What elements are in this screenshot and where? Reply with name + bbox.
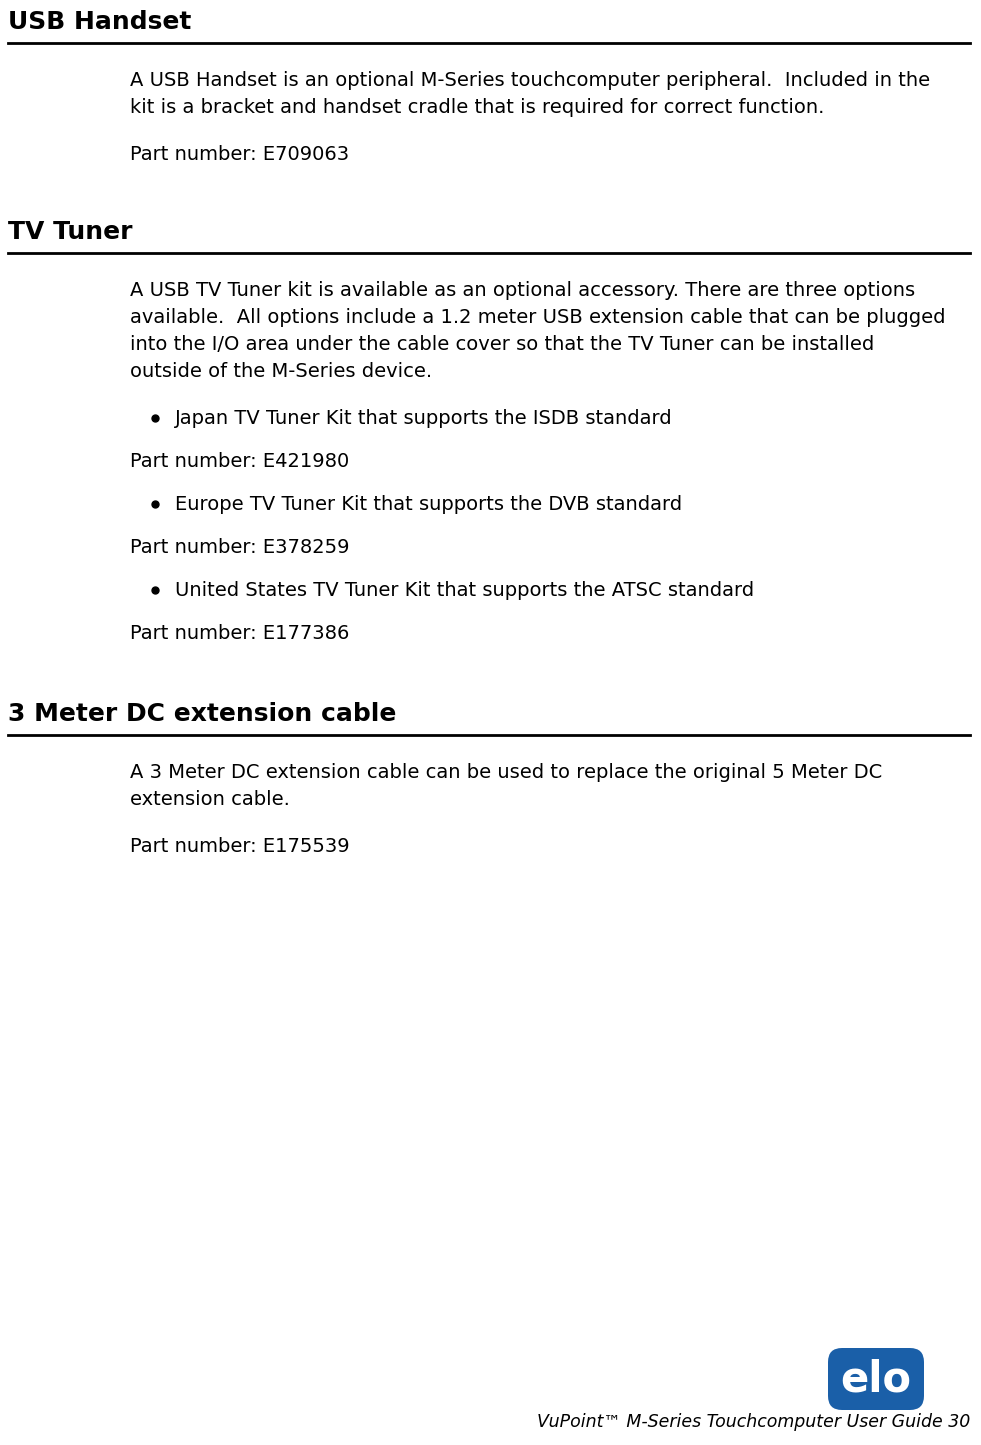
Text: A USB Handset is an optional M-Series touchcomputer peripheral.  Included in the: A USB Handset is an optional M-Series to…: [130, 71, 930, 90]
Text: Part number: E378259: Part number: E378259: [130, 538, 349, 556]
Text: A 3 Meter DC extension cable can be used to replace the original 5 Meter DC: A 3 Meter DC extension cable can be used…: [130, 763, 882, 782]
Text: Part number: E709063: Part number: E709063: [130, 144, 349, 163]
Text: elo: elo: [841, 1358, 911, 1400]
Text: kit is a bracket and handset cradle that is required for correct function.: kit is a bracket and handset cradle that…: [130, 98, 824, 117]
Text: Europe TV Tuner Kit that supports the DVB standard: Europe TV Tuner Kit that supports the DV…: [175, 496, 682, 514]
Text: A USB TV Tuner kit is available as an optional accessory. There are three option: A USB TV Tuner kit is available as an op…: [130, 280, 915, 301]
Text: Japan TV Tuner Kit that supports the ISDB standard: Japan TV Tuner Kit that supports the ISD…: [175, 409, 673, 428]
Text: Part number: E421980: Part number: E421980: [130, 452, 349, 471]
FancyBboxPatch shape: [828, 1348, 924, 1410]
Text: extension cable.: extension cable.: [130, 790, 289, 809]
Text: Part number: E175539: Part number: E175539: [130, 837, 349, 855]
Text: USB Handset: USB Handset: [8, 10, 191, 35]
Text: Part number: E177386: Part number: E177386: [130, 624, 349, 643]
Text: TV Tuner: TV Tuner: [8, 220, 132, 244]
Text: 3 Meter DC extension cable: 3 Meter DC extension cable: [8, 702, 396, 725]
Text: VuPoint™ M-Series Touchcomputer User Guide 30: VuPoint™ M-Series Touchcomputer User Gui…: [537, 1413, 970, 1431]
Text: into the I/O area under the cable cover so that the TV Tuner can be installed: into the I/O area under the cable cover …: [130, 335, 874, 354]
Text: available.  All options include a 1.2 meter USB extension cable that can be plug: available. All options include a 1.2 met…: [130, 308, 946, 327]
Text: United States TV Tuner Kit that supports the ATSC standard: United States TV Tuner Kit that supports…: [175, 581, 754, 600]
Text: outside of the M-Series device.: outside of the M-Series device.: [130, 363, 432, 381]
